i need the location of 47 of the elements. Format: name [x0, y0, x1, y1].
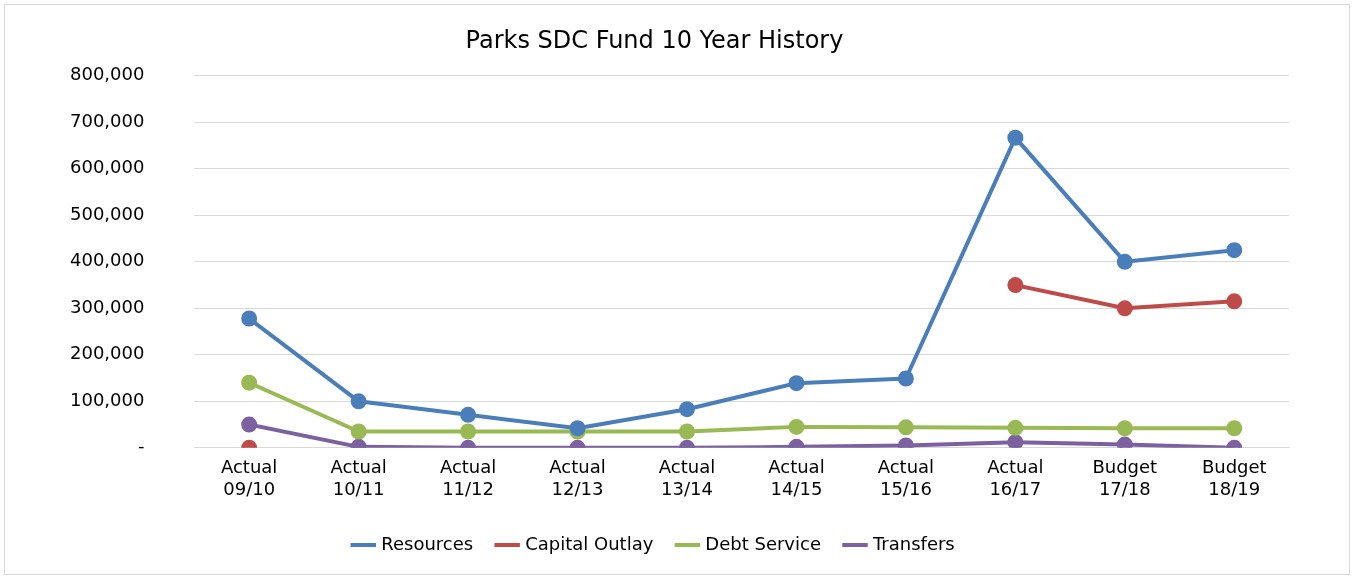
- point: [350, 423, 367, 440]
- legend-label: Capital Outlay: [525, 532, 654, 554]
- point: [1007, 434, 1024, 448]
- legend-label: Debt Service: [705, 532, 821, 554]
- x-tick-label: Actual 12/13: [549, 456, 606, 499]
- y-tick-label: 600,000: [70, 156, 145, 178]
- point: [1007, 277, 1024, 294]
- legend-label: Transfers: [871, 532, 955, 554]
- point: [678, 401, 695, 418]
- x-tick-label: Budget 18/19: [1201, 456, 1267, 499]
- point: [897, 370, 914, 387]
- point: [1226, 242, 1243, 259]
- y-tick-label: 300,000: [70, 295, 145, 317]
- point: [897, 419, 914, 436]
- point: [1007, 419, 1024, 436]
- x-tick-label: Actual 10/11: [330, 456, 387, 499]
- x-tick-label: Actual 09/10: [220, 456, 278, 499]
- point: [678, 423, 695, 440]
- point: [788, 418, 805, 435]
- point: [241, 416, 258, 433]
- y-tick-label: 400,000: [70, 249, 145, 271]
- point: [350, 393, 367, 410]
- point: [241, 310, 258, 327]
- point: [241, 374, 258, 391]
- x-tick-label: Actual 15/16: [877, 456, 935, 499]
- x-tick-label: Budget 17/18: [1092, 456, 1158, 499]
- point: [1116, 253, 1133, 270]
- y-tick-label: 500,000: [70, 202, 145, 224]
- y-tick-label: 100,000: [70, 388, 145, 410]
- y-tick-label: 800,000: [70, 63, 145, 85]
- x-tick-label: Actual 16/17: [987, 456, 1044, 499]
- x-tick-label: Actual 14/15: [768, 456, 825, 499]
- point: [460, 423, 477, 440]
- y-tick-label: -: [137, 435, 145, 457]
- point: [460, 406, 477, 423]
- point: [1226, 420, 1243, 437]
- point: [1116, 300, 1133, 317]
- point: [788, 375, 805, 392]
- point: [1226, 293, 1243, 310]
- x-tick-label: Actual 11/12: [439, 456, 497, 499]
- x-tick-label: Actual 13/14: [658, 456, 716, 499]
- legend-label: Resources: [381, 532, 474, 554]
- y-tick-label: 200,000: [70, 342, 145, 364]
- point: [1007, 129, 1024, 146]
- y-tick-label: 700,000: [70, 109, 145, 131]
- chart-title: Parks SDC Fund 10 Year History: [465, 25, 844, 54]
- point: [1116, 420, 1133, 437]
